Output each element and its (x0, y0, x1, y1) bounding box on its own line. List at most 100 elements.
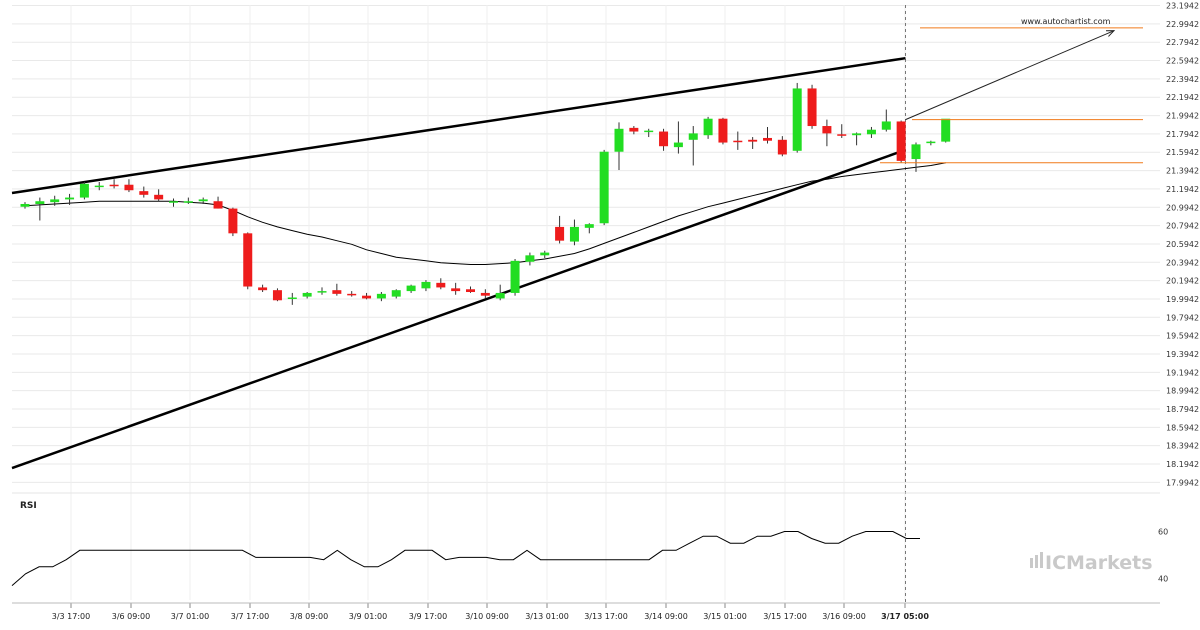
candle-up (911, 142, 921, 172)
candle-body (659, 131, 669, 147)
candle-body (109, 184, 119, 187)
rsi-label: RSI (20, 501, 37, 511)
candle-up (65, 193, 75, 205)
candle-body (376, 293, 386, 299)
candle-down (332, 283, 342, 296)
candle-body (584, 224, 594, 228)
y-tick-label: 18.5942 (1166, 423, 1199, 432)
candle-body (272, 290, 282, 301)
candle-up (406, 284, 416, 293)
candle-body (421, 281, 431, 289)
watermark-url: www.autochartist.com (1021, 17, 1111, 26)
candle-down (272, 288, 282, 302)
candle-down (436, 278, 446, 290)
y-tick-label: 18.3942 (1166, 442, 1199, 451)
y-tick-label: 19.5942 (1166, 332, 1199, 341)
lower-trendline (11, 148, 906, 470)
y-tick-label: 17.9942 (1166, 478, 1199, 487)
x-tick-label: 3/15 01:00 (703, 612, 747, 621)
y-tick-label: 23.1942 (1166, 2, 1199, 11)
y-tick-label: 20.3942 (1166, 258, 1199, 267)
candle-up (198, 197, 208, 204)
candle-body (748, 139, 758, 142)
candle-up (35, 197, 45, 221)
y-tick-label: 21.1942 (1166, 185, 1199, 194)
candle-up (540, 250, 550, 259)
candle-up (852, 132, 862, 146)
candle-body (718, 118, 728, 143)
candle-up (688, 126, 698, 166)
rsi-line (11, 531, 920, 586)
candle-body (777, 139, 787, 155)
x-tick-label: 3/15 17:00 (763, 612, 807, 621)
projection-line (905, 30, 1115, 121)
candle-down (822, 119, 832, 147)
candle-up (792, 82, 802, 153)
candle-up (525, 252, 535, 266)
candle-down (124, 179, 134, 193)
x-axis: 3/3 17:00 3/6 09:00 3/7 01:00 3/7 17:00 3/8 … (12, 602, 1160, 621)
y-tick-label: 18.9942 (1166, 387, 1199, 396)
candle-body (822, 126, 832, 134)
candle-body (94, 185, 104, 188)
x-tick-label: 3/7 01:00 (171, 612, 209, 621)
candle-up (584, 223, 594, 234)
candle-body (510, 260, 520, 293)
candle-up (941, 118, 951, 143)
rsi-tick-label: 40 (1158, 575, 1168, 584)
candle-body (154, 194, 164, 200)
candle-up (183, 197, 193, 204)
y-tick-label: 19.3942 (1166, 350, 1199, 359)
candle-body (287, 297, 297, 300)
y-tick-label: 20.1942 (1166, 277, 1199, 286)
candle-body (183, 201, 193, 203)
candle-down (659, 128, 669, 151)
x-tick-label: 3/14 09:00 (644, 612, 688, 621)
rsi-tick-label: 60 (1158, 527, 1168, 536)
candle-up (599, 149, 609, 226)
candle-body (436, 282, 446, 288)
candle-body (881, 121, 891, 130)
candle-up (644, 128, 654, 138)
candle-down (466, 286, 475, 293)
candle-body (555, 226, 565, 241)
candle-body (599, 151, 609, 224)
candle-down (139, 186, 149, 198)
candle-down (837, 124, 847, 138)
candle-up (421, 280, 431, 292)
trendlines (11, 56, 906, 470)
x-tick-label: 3/7 17:00 (231, 612, 269, 621)
candle-body (926, 141, 936, 144)
candle-body (852, 133, 862, 136)
candle-body (614, 128, 624, 152)
candle-up (317, 287, 327, 295)
candle-up (881, 109, 891, 132)
candle-up (926, 140, 936, 146)
candle-down (243, 232, 253, 290)
y-tick-label: 20.5942 (1166, 240, 1199, 249)
logo-bar-1 (1030, 558, 1033, 568)
y-tick-label: 19.1942 (1166, 368, 1199, 377)
y-tick-label: 18.7942 (1166, 405, 1199, 414)
candle-body (629, 127, 639, 132)
candle-body (941, 118, 951, 142)
y-tick-label: 19.7942 (1166, 313, 1199, 322)
upper-trendline (11, 56, 906, 195)
candle-down (777, 136, 787, 157)
candle-body (79, 183, 89, 198)
candle-body (896, 121, 906, 161)
candle-down (109, 179, 119, 189)
y-tick-label: 21.7942 (1166, 130, 1199, 139)
y-axis: 23.1942 22.9942 22.7942 22.5942 22.3942 22.19… (1166, 2, 1199, 488)
candle-body (807, 88, 817, 127)
logo-bar-3 (1040, 552, 1043, 568)
candle-body (480, 292, 490, 296)
candle-down (718, 117, 728, 145)
candle-body (525, 255, 535, 262)
candle-body (763, 137, 772, 141)
candle-body (139, 191, 149, 195)
candle-body (50, 199, 60, 203)
candle-body (302, 292, 312, 297)
candle-up (866, 126, 876, 138)
